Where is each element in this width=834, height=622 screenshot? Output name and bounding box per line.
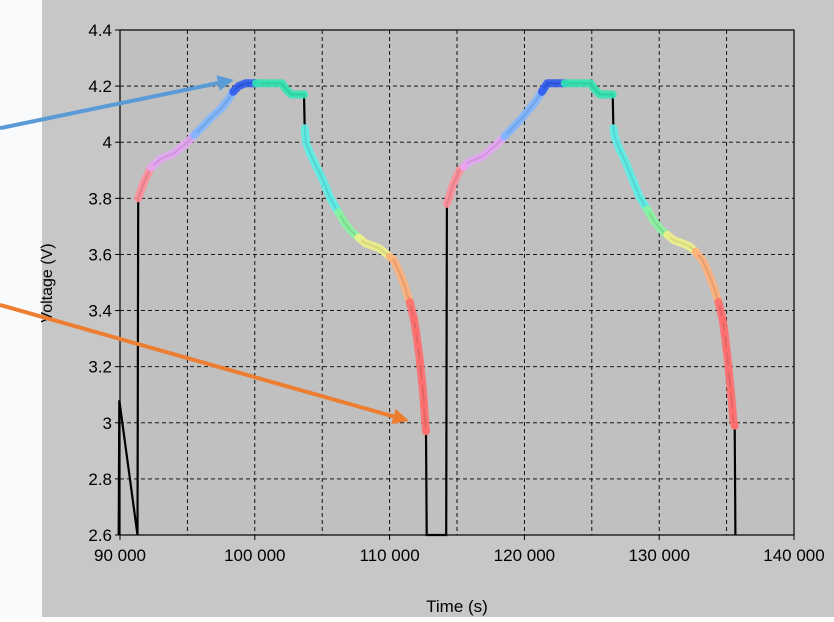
- series-highlight-segment: [691, 247, 723, 307]
- x-axis-label: Time (s): [426, 597, 488, 616]
- series-point: [731, 422, 738, 429]
- y-tick-label: 3: [103, 414, 112, 433]
- y-tick-label: 4.4: [88, 21, 112, 40]
- series-highlight-segment: [252, 79, 308, 99]
- x-axis: 90 000 100 000 110 000 120 000 130 000 140 00…: [94, 535, 825, 565]
- series-point: [414, 342, 421, 349]
- series-highlight-segment: [714, 298, 739, 430]
- series-point: [420, 401, 427, 408]
- y-tick-label: 3.2: [88, 358, 112, 377]
- series-highlight-segment: [663, 230, 700, 256]
- series-highlight-segment: [643, 205, 672, 239]
- y-axis: 2.6 2.8 3 3.2 3.4 3.6 3.8 4 4.2 4.4: [88, 21, 120, 545]
- series-point: [410, 315, 417, 322]
- series-highlight-segment: [385, 252, 414, 307]
- x-tick-label: 120 000: [494, 546, 555, 565]
- plot-border: [119, 29, 795, 536]
- annotation-arrows: [0, 75, 409, 425]
- y-tick-label: 4.2: [88, 77, 112, 96]
- series-point: [418, 378, 425, 385]
- series-highlight-segment: [300, 124, 343, 217]
- series-point: [723, 346, 730, 353]
- series-point: [729, 408, 736, 415]
- annotation-arrow: [0, 303, 409, 425]
- y-tick-label: 2.8: [88, 470, 112, 489]
- series-point: [719, 315, 726, 322]
- series-point: [721, 330, 728, 337]
- y-tick-label: 2.6: [88, 526, 112, 545]
- data-series-markers: [134, 79, 739, 436]
- series-point: [412, 328, 419, 335]
- x-tick-label: 130 000: [628, 546, 689, 565]
- y-tick-label: 4: [103, 133, 112, 152]
- x-tick-label: 100 000: [224, 546, 285, 565]
- x-tick-label: 140 000: [763, 546, 824, 565]
- series-point: [422, 428, 429, 435]
- series-highlight-segment: [190, 87, 238, 140]
- series-highlight-segment: [560, 79, 617, 99]
- annotation-arrow: [0, 75, 234, 131]
- series-point: [416, 358, 423, 365]
- series-highlight-segment: [334, 208, 363, 242]
- series-highlight-segment: [500, 87, 546, 141]
- series-highlight-segment: [609, 124, 652, 214]
- series-point: [727, 387, 734, 394]
- y-axis-label: Voltage (V): [39, 243, 56, 322]
- y-tick-label: 3.8: [88, 189, 112, 208]
- grid-lines: [120, 30, 794, 535]
- series-highlight-segment: [134, 163, 155, 203]
- series-highlight-segment: [147, 131, 199, 172]
- series-point: [725, 365, 732, 372]
- y-tick-label: 3.6: [88, 245, 112, 264]
- series-highlight-segment: [459, 132, 509, 171]
- y-tick-label: 3.4: [88, 302, 112, 321]
- x-tick-label: 110 000: [359, 546, 419, 565]
- x-tick-label: 90 000: [94, 546, 146, 565]
